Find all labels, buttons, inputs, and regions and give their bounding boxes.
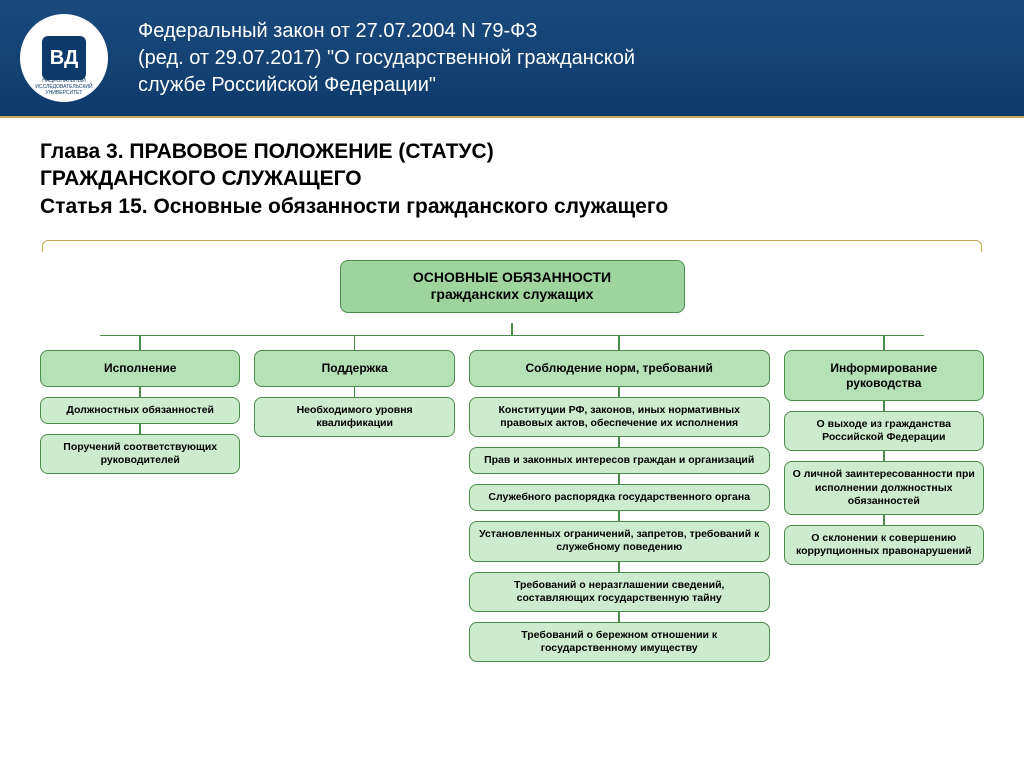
item-box: О склонении к совершению коррупционных п… [784, 525, 984, 565]
column-0: Исполнение Должностных обязанностей Поруче… [40, 336, 240, 662]
item-connector [883, 515, 885, 525]
item-connector [139, 424, 141, 434]
columns-row: Исполнение Должностных обязанностей Поруче… [40, 336, 984, 662]
item-connector [354, 387, 356, 397]
column-connector [139, 336, 141, 350]
item-connector [618, 612, 620, 622]
item-box: Прав и законных интересов граждан и орга… [469, 447, 770, 474]
item-connector [618, 474, 620, 484]
item-connector [883, 451, 885, 461]
column-connector [354, 336, 356, 350]
item-box: Конституции РФ, законов, иных нормативны… [469, 397, 770, 437]
diagram: ОСНОВНЫЕ ОБЯЗАННОСТИ гражданских служащи… [0, 230, 1024, 662]
category-box: Поддержка [254, 350, 454, 386]
item-box: Должностных обязанностей [40, 397, 240, 424]
header-line-2: (ред. от 29.07.2017) "О государственной … [138, 45, 635, 72]
item-box: Требований о неразглашении сведений, сос… [469, 572, 770, 612]
item-box: Необходимого уровня квалификации [254, 397, 454, 437]
root-title-l2: гражданских служащих [369, 286, 656, 304]
root-connector [511, 323, 513, 335]
column-2: Соблюдение норм, требований Конституции Р… [469, 336, 770, 662]
category-box: Исполнение [40, 350, 240, 386]
subtitle-line-2: ГРАЖДАНСКОГО СЛУЖАЩЕГО [40, 165, 984, 192]
column-3: Информирование руководства О выходе из гр… [784, 336, 984, 662]
header-line-3: службе Российской Федерации" [138, 72, 635, 99]
item-box: О личной заинтересованности при исполнен… [784, 461, 984, 514]
item-connector [618, 437, 620, 447]
root-title-l1: ОСНОВНЫЕ ОБЯЗАННОСТИ [369, 269, 656, 287]
column-connector [618, 336, 620, 350]
item-box: Установленных ограничений, запретов, тре… [469, 521, 770, 561]
logo-caption: НАЦИОНАЛЬНЫЙ ИССЛЕДОВАТЕЛЬСКИЙ УНИВЕРСИТ… [20, 78, 108, 96]
header-title: Федеральный закон от 27.07.2004 N 79-ФЗ … [138, 18, 635, 99]
diagram-root-box: ОСНОВНЫЕ ОБЯЗАННОСТИ гражданских служащи… [340, 260, 685, 313]
item-connector [618, 511, 620, 521]
subtitle-line-1: Глава 3. ПРАВОВОЕ ПОЛОЖЕНИЕ (СТАТУС) [40, 138, 984, 165]
item-connector [618, 562, 620, 572]
item-box: Требований о бережном отношении к госуда… [469, 622, 770, 662]
category-box: Информирование руководства [784, 350, 984, 401]
logo-badge: ВД НАЦИОНАЛЬНЫЙ ИССЛЕДОВАТЕЛЬСКИЙ УНИВЕР… [20, 14, 108, 102]
logo-letters: ВД [42, 36, 86, 80]
item-connector [618, 387, 620, 397]
slide-header: ВД НАЦИОНАЛЬНЫЙ ИССЛЕДОВАТЕЛЬСКИЙ УНИВЕР… [0, 0, 1024, 118]
header-line-1: Федеральный закон от 27.07.2004 N 79-ФЗ [138, 18, 635, 45]
column-1: Поддержка Необходимого уровня квалификаци… [254, 336, 454, 662]
item-connector [883, 401, 885, 411]
subtitle-block: Глава 3. ПРАВОВОЕ ПОЛОЖЕНИЕ (СТАТУС) ГРА… [0, 118, 1024, 230]
item-box: Служебного распорядка государственного о… [469, 484, 770, 511]
category-box: Соблюдение норм, требований [469, 350, 770, 386]
item-box: О выходе из гражданства Российской Федер… [784, 411, 984, 451]
column-connector [883, 336, 885, 350]
item-connector [139, 387, 141, 397]
subtitle-line-3: Статья 15. Основные обязанности гражданс… [40, 193, 984, 220]
item-box: Поручений соответствующих руководителей [40, 434, 240, 474]
top-bracket [42, 240, 982, 252]
